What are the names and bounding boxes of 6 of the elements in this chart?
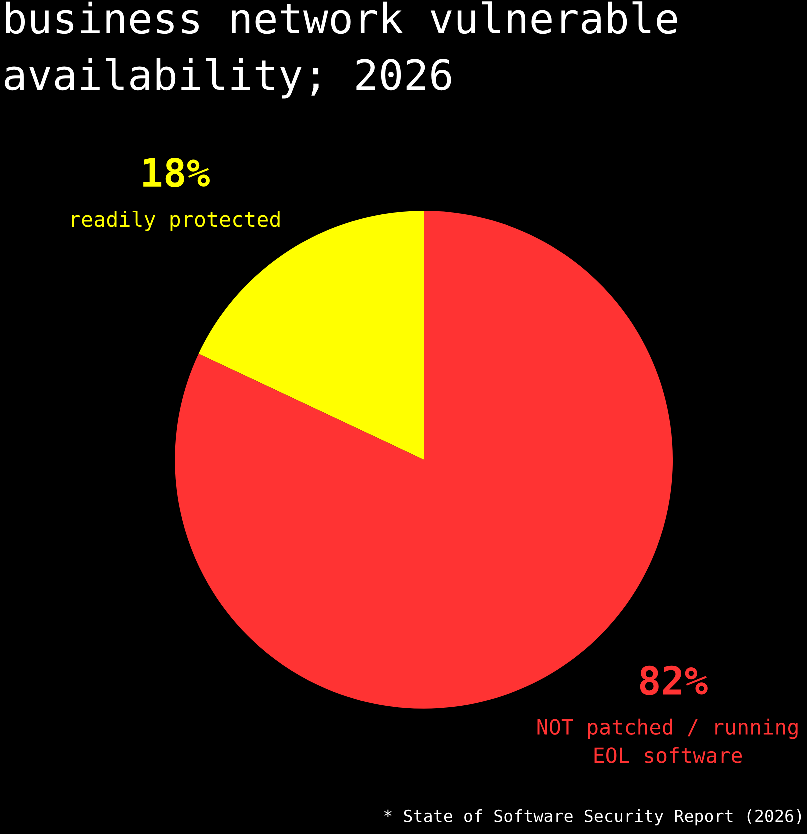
text: * State of Software Security Report (2026) [384,810,802,826]
data-label: 82% [640,666,708,696]
slice-label: readily protected [72,211,280,232]
chart-title: business network vulnerable availability; 2026 [5,2,678,99]
data-label: 18% [144,158,210,188]
slice-label: NOT patched / running EOL software [538,718,798,764]
